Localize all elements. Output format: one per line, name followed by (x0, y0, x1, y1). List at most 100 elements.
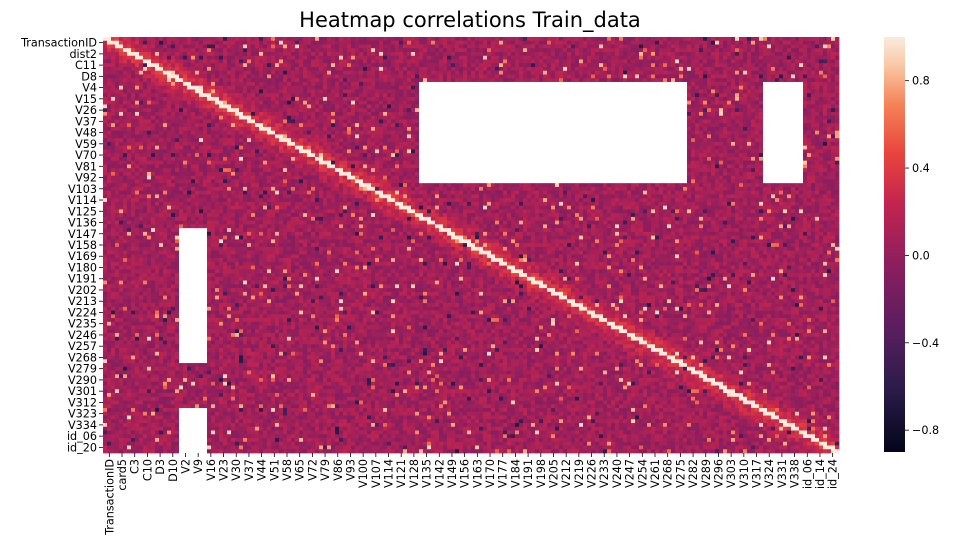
heatmap-cell (403, 81, 408, 87)
heatmap-cell (551, 59, 556, 64)
heatmap-cell (579, 134, 584, 139)
heatmap-cell (555, 40, 560, 45)
heatmap-cell (147, 85, 152, 90)
heatmap-cell (727, 63, 732, 68)
heatmap-cell (571, 104, 576, 109)
heatmap-cell (175, 55, 180, 60)
heatmap-cell (731, 123, 736, 128)
heatmap-cell (699, 78, 704, 83)
heatmap-cell (127, 138, 132, 143)
heatmap-cell (811, 66, 816, 72)
heatmap-cell (543, 108, 548, 113)
heatmap-cell (247, 78, 252, 83)
heatmap-cell (203, 51, 208, 57)
heatmap-cell (451, 134, 456, 139)
heatmap-cell (447, 70, 452, 75)
heatmap-cell (511, 134, 516, 139)
heatmap-cell (375, 55, 380, 60)
heatmap-cell (623, 100, 628, 105)
heatmap-cell (731, 51, 736, 57)
heatmap-cell (539, 74, 544, 79)
heatmap-cell (203, 96, 208, 102)
heatmap-cell (427, 48, 432, 53)
heatmap-cell (123, 123, 128, 128)
heatmap-cell (395, 59, 400, 64)
heatmap-cell (235, 59, 240, 64)
heatmap-cell (251, 104, 256, 109)
heatmap-cell (615, 63, 620, 68)
heatmap-cell (111, 66, 116, 72)
heatmap-cell (155, 85, 160, 90)
heatmap-cell (571, 123, 576, 128)
heatmap-cell (243, 37, 248, 42)
heatmap-cell (343, 51, 348, 57)
heatmap-cell (755, 44, 760, 49)
heatmap-cell (499, 130, 504, 135)
heatmap-cell (127, 81, 132, 87)
heatmap-cell (783, 123, 788, 128)
heatmap-cell (183, 100, 188, 105)
heatmap-cell (827, 115, 832, 120)
heatmap-cell (675, 70, 680, 75)
heatmap-cell (727, 104, 732, 109)
heatmap-cell (439, 55, 444, 60)
heatmap-cell (635, 85, 640, 90)
heatmap-cell (211, 100, 216, 105)
heatmap-cell (555, 51, 560, 57)
heatmap-cell (419, 51, 424, 57)
heatmap-cell (371, 55, 376, 60)
heatmap-cell (647, 104, 652, 109)
heatmap-cell (751, 37, 756, 42)
heatmap-cell (423, 108, 428, 113)
heatmap-cell (319, 123, 324, 128)
heatmap-cell (451, 89, 456, 94)
heatmap-cell (831, 66, 836, 72)
heatmap-cell (195, 115, 200, 120)
heatmap-cell (339, 126, 344, 132)
heatmap-cell (591, 74, 596, 79)
heatmap-cell (215, 66, 220, 72)
heatmap-cell (699, 59, 704, 64)
heatmap-cell (223, 100, 228, 105)
heatmap-cell (715, 51, 720, 57)
heatmap-cell (543, 48, 548, 53)
heatmap-cell (567, 93, 572, 98)
heatmap-cell (603, 89, 608, 94)
heatmap-cell (211, 123, 216, 128)
heatmap-cell (619, 74, 624, 79)
heatmap-cell (235, 100, 240, 105)
heatmap-cell (275, 37, 280, 42)
heatmap-cell (655, 130, 660, 135)
heatmap-cell (475, 81, 480, 87)
heatmap-cell (531, 70, 536, 75)
heatmap-cell (227, 115, 232, 120)
heatmap-cell (563, 37, 568, 42)
heatmap-cell (259, 55, 264, 60)
heatmap-cell (167, 126, 172, 132)
heatmap-cell (419, 96, 424, 102)
heatmap-cell (667, 89, 672, 94)
heatmap-cell (347, 119, 352, 124)
heatmap-cell (287, 81, 292, 87)
heatmap-cell (363, 59, 368, 64)
heatmap-cell (271, 130, 276, 135)
heatmap-cell (159, 63, 164, 68)
heatmap-cell (823, 123, 828, 128)
heatmap-cell (747, 40, 752, 45)
heatmap-cell (559, 78, 564, 83)
heatmap-cell (803, 74, 808, 79)
heatmap-cell (195, 134, 200, 139)
heatmap-cell (519, 74, 524, 79)
heatmap-cell (503, 108, 508, 113)
heatmap-cell (303, 44, 308, 49)
heatmap-cell (299, 104, 304, 109)
heatmap-cell (575, 81, 580, 87)
heatmap-cell (407, 55, 412, 60)
heatmap-cell (783, 100, 788, 105)
heatmap-cell (127, 108, 132, 113)
heatmap-cell (623, 115, 628, 120)
heatmap-cell (119, 100, 124, 105)
heatmap-cell (311, 37, 316, 42)
heatmap-cell (303, 93, 308, 98)
heatmap-cell (355, 115, 360, 120)
